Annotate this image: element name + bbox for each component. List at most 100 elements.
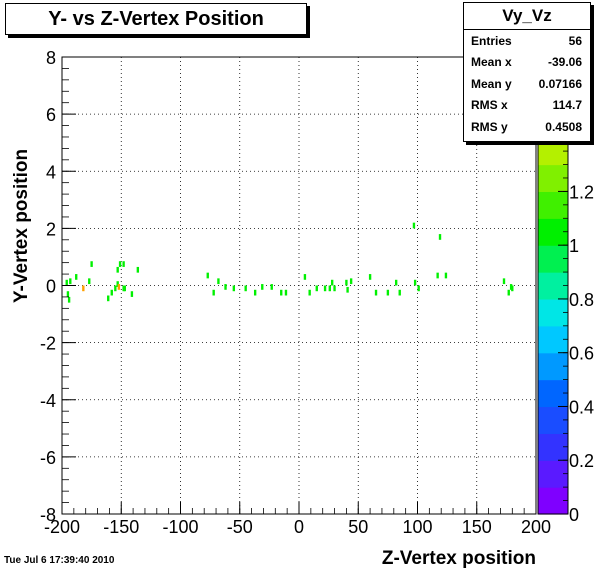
data-cell xyxy=(386,289,390,296)
data-cell xyxy=(88,278,91,285)
data-cell xyxy=(502,278,506,285)
x-tick-label: 100 xyxy=(402,517,432,537)
data-cell xyxy=(374,289,378,296)
stats-box: Vy_Vz Entries 56 Mean x -39.06 Mean y 0.071… xyxy=(463,2,591,142)
y-tick-label: 0 xyxy=(46,277,56,297)
stats-label: Mean x xyxy=(471,55,512,70)
y-tick-label: 8 xyxy=(46,48,56,68)
y-axis-label: Y-Vertex position xyxy=(11,149,32,303)
data-cell xyxy=(244,285,247,292)
data-cell xyxy=(69,278,72,285)
data-cell xyxy=(67,296,71,303)
y-tick-label: -6 xyxy=(40,448,56,468)
y-tick-label: -8 xyxy=(40,505,56,525)
data-cell xyxy=(130,291,134,297)
data-cell xyxy=(511,285,514,292)
palette-tick-label: 1.2 xyxy=(569,182,594,202)
chart-title: Y- vs Z-Vertex Position xyxy=(5,3,307,35)
stats-value: 56 xyxy=(568,33,582,48)
data-cell xyxy=(330,279,334,286)
x-axis-ticks: -200 -150 -100 -50 0 50 100 150 200 xyxy=(44,502,551,537)
grid-lines xyxy=(62,57,536,514)
y-tick-label: -2 xyxy=(40,334,56,354)
data-cell xyxy=(107,295,110,302)
data-cell xyxy=(349,278,353,285)
data-cell xyxy=(323,285,327,292)
data-cell xyxy=(123,285,126,292)
palette-tick-label: 0.8 xyxy=(569,290,594,310)
data-cell xyxy=(315,285,318,292)
palette-tick-label: 0.6 xyxy=(569,344,594,364)
stats-value: -39.06 xyxy=(547,55,582,70)
data-cell xyxy=(333,285,336,292)
x-tick-label: 0 xyxy=(294,517,304,537)
data-cell xyxy=(413,279,417,286)
data-cell xyxy=(114,285,117,292)
data-cell xyxy=(417,285,420,292)
stats-row-mean-x: Mean x -39.06 xyxy=(464,52,590,74)
x-tick-label: 150 xyxy=(462,517,492,537)
data-cell xyxy=(436,272,439,279)
data-cell xyxy=(261,284,264,290)
data-cell xyxy=(122,285,125,292)
x-tick-label: -100 xyxy=(162,517,198,537)
data-cell xyxy=(75,274,78,280)
data-cell xyxy=(303,274,307,280)
data-cell xyxy=(507,289,510,296)
data-cell xyxy=(280,289,283,296)
stats-label: Entries xyxy=(471,33,512,48)
x-tick-label: 200 xyxy=(521,517,551,537)
y-tick-label: 6 xyxy=(46,105,56,125)
y-tick-label: 2 xyxy=(46,219,56,239)
x-axis-label: Z-Vertex position xyxy=(382,548,536,569)
palette-tick-label: 0.4 xyxy=(569,397,594,417)
stats-row-rms-y: RMS y 0.4508 xyxy=(464,116,590,138)
data-cell xyxy=(346,286,349,293)
data-cell xyxy=(345,279,348,286)
y-tick-label: 4 xyxy=(46,162,56,182)
data-cell xyxy=(438,234,442,240)
x-tick-label: 50 xyxy=(348,517,368,537)
y-tick-label: -4 xyxy=(40,391,56,411)
data-cell xyxy=(65,279,68,286)
data-cell xyxy=(398,289,401,296)
y-axis-ticks: -8 -6 -4 -2 0 2 4 6 8 xyxy=(40,48,76,525)
stats-label: RMS y xyxy=(471,119,508,134)
data-cell xyxy=(328,285,331,292)
data-cell xyxy=(66,291,70,297)
data-cell xyxy=(368,274,372,280)
palette-tick-label: 0.2 xyxy=(569,451,594,471)
palette-tick-label: 1 xyxy=(569,236,579,256)
palette-tick-label: 0 xyxy=(569,505,579,525)
data-cell xyxy=(110,289,113,296)
data-cell xyxy=(136,266,140,273)
data-cell xyxy=(284,289,288,296)
stats-value: 0.4508 xyxy=(545,119,582,134)
stats-row-rms-x: RMS x 114.7 xyxy=(464,95,590,117)
stats-row-mean-y: Mean y 0.07166 xyxy=(464,73,590,95)
stats-label: Mean y xyxy=(471,76,512,91)
stats-label: RMS x xyxy=(471,98,508,113)
data-cell xyxy=(117,284,121,290)
data-cell xyxy=(217,278,220,285)
data-cell xyxy=(116,266,119,273)
data-cell xyxy=(212,289,215,296)
stats-row-entries: Entries 56 xyxy=(464,30,590,52)
data-cell xyxy=(308,289,311,296)
data-cell xyxy=(118,261,122,267)
data-cell xyxy=(122,261,125,267)
data-cell xyxy=(206,272,209,279)
data-cells xyxy=(65,222,514,303)
data-cell xyxy=(90,261,93,267)
data-cell xyxy=(394,279,398,286)
stats-value: 0.07166 xyxy=(538,76,582,91)
data-cell xyxy=(224,284,227,290)
data-cell xyxy=(232,285,236,292)
data-cell xyxy=(444,272,448,279)
data-cell xyxy=(270,284,273,290)
stats-value: 114.7 xyxy=(552,98,582,113)
x-tick-label: -150 xyxy=(103,517,139,537)
stats-title: Vy_Vz xyxy=(464,3,590,30)
